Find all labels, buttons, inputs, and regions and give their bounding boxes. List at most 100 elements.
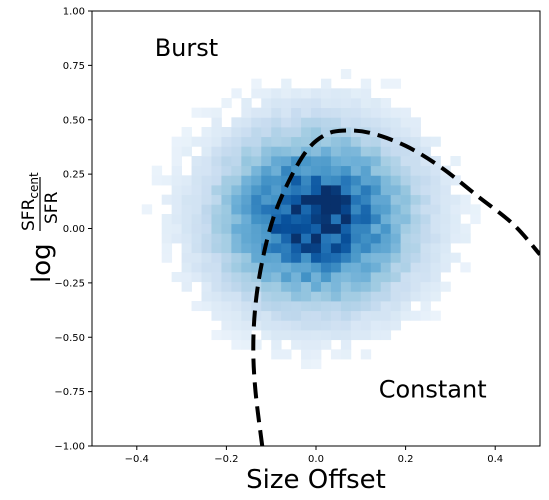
heatmap-cell bbox=[450, 156, 461, 167]
heatmap-cell bbox=[231, 88, 242, 99]
y-axis-ticks: 1.00 0.75 0.50 0.25 0.00 −0.25 −0.50 −0.75 −1.00 bbox=[54, 7, 92, 453]
heatmap-cell bbox=[400, 310, 411, 321]
heatmap-cell bbox=[330, 301, 342, 312]
heatmap-cell bbox=[241, 165, 252, 176]
heatmap-cell bbox=[370, 291, 382, 302]
heatmap-cell bbox=[330, 136, 342, 147]
heatmap-cell bbox=[231, 185, 242, 196]
heatmap-cell bbox=[350, 320, 362, 331]
heatmap-cell bbox=[410, 243, 421, 254]
heatmap-cell bbox=[400, 262, 411, 273]
heatmap-cell bbox=[340, 127, 352, 138]
heatmap-cell bbox=[380, 330, 392, 341]
heatmap-cell bbox=[320, 194, 332, 205]
heatmap-cell bbox=[171, 136, 182, 147]
x-tick-label: 0.0 bbox=[308, 454, 324, 465]
heatmap-cell bbox=[291, 320, 302, 331]
heatmap-cell bbox=[430, 214, 441, 225]
heatmap-cell bbox=[211, 330, 222, 341]
heatmap-cell bbox=[281, 214, 292, 225]
heatmap-cell bbox=[340, 243, 352, 254]
heatmap-cell bbox=[440, 204, 451, 215]
heatmap-cell bbox=[231, 146, 242, 157]
heatmap-cell bbox=[370, 175, 382, 186]
heatmap-cell bbox=[360, 175, 372, 186]
heatmap-cell bbox=[330, 117, 342, 128]
heatmap-cell bbox=[231, 175, 242, 186]
heatmap-cell bbox=[350, 175, 362, 186]
heatmap-cell bbox=[340, 156, 352, 167]
heatmap-cell bbox=[271, 233, 282, 244]
heatmap-cell bbox=[291, 107, 302, 118]
heatmap-cell bbox=[181, 214, 192, 225]
heatmap-cell bbox=[301, 330, 312, 341]
heatmap-cell bbox=[380, 214, 392, 225]
heatmap-cell bbox=[320, 136, 332, 147]
heatmap-cell bbox=[410, 223, 421, 234]
heatmap-cell bbox=[400, 165, 411, 176]
heatmap-cell bbox=[440, 233, 451, 244]
heatmap-cell bbox=[281, 78, 292, 89]
heatmap-cell bbox=[390, 243, 402, 254]
heatmap-cell bbox=[171, 156, 182, 167]
heatmap-cell bbox=[231, 136, 242, 147]
heatmap-cell bbox=[380, 204, 392, 215]
heatmap-cell bbox=[221, 252, 232, 263]
heatmap-cell bbox=[400, 117, 411, 128]
heatmap-cell bbox=[311, 88, 322, 99]
heatmap-cell bbox=[271, 223, 282, 234]
heatmap-cell bbox=[301, 214, 312, 225]
heatmap-cell bbox=[380, 320, 392, 331]
heatmap-cell bbox=[380, 194, 392, 205]
heatmap-cell bbox=[251, 262, 262, 273]
heatmap-cell bbox=[301, 252, 312, 263]
heatmap-cell bbox=[241, 146, 252, 157]
y-tick-label: 0.00 bbox=[63, 224, 85, 235]
heatmap-cell bbox=[400, 185, 411, 196]
heatmap-cell bbox=[301, 127, 312, 138]
heatmap-cell bbox=[141, 204, 153, 215]
heatmap-cell bbox=[301, 272, 312, 283]
heatmap-cell bbox=[271, 136, 282, 147]
heatmap-cell bbox=[320, 88, 332, 99]
heatmap-cell bbox=[251, 185, 262, 196]
y-tick-label: −0.75 bbox=[54, 387, 85, 398]
heatmap-cell bbox=[221, 175, 232, 186]
heatmap-cell bbox=[191, 185, 202, 196]
heatmap-cell bbox=[350, 301, 362, 312]
heatmap-cell bbox=[221, 233, 232, 244]
heatmap-cell bbox=[291, 339, 302, 350]
heatmap-cell bbox=[181, 175, 192, 186]
heatmap-cell bbox=[340, 310, 352, 321]
y-axis-label-numerator: SFRcent bbox=[19, 172, 41, 231]
heatmap-cell bbox=[231, 156, 242, 167]
heatmap-cell bbox=[241, 339, 252, 350]
heatmap-cell bbox=[311, 223, 322, 234]
heatmap-cell bbox=[261, 117, 272, 128]
heatmap-cell bbox=[330, 223, 342, 234]
heatmap-cell bbox=[430, 291, 441, 302]
heatmap-cell bbox=[261, 194, 272, 205]
heatmap-cell bbox=[340, 204, 352, 215]
heatmap-cell bbox=[211, 194, 222, 205]
heatmap-cell bbox=[360, 252, 372, 263]
heatmap-cell bbox=[301, 194, 312, 205]
heatmap-cell bbox=[420, 281, 431, 292]
heatmap-cell bbox=[320, 252, 332, 263]
y-axis-label: log SFRcent SFR bbox=[19, 172, 62, 283]
heatmap-cell bbox=[330, 88, 342, 99]
heatmap-cell bbox=[370, 146, 382, 157]
heatmap-cell bbox=[390, 204, 402, 215]
heatmap-cell bbox=[211, 243, 222, 254]
heatmap-cell bbox=[161, 214, 173, 225]
heatmap-cell bbox=[201, 243, 212, 254]
heatmap-cell bbox=[161, 252, 173, 263]
heatmap-cell bbox=[311, 281, 322, 292]
heatmap-cell bbox=[420, 194, 431, 205]
heatmap-cell bbox=[231, 339, 242, 350]
heatmap-cell bbox=[370, 252, 382, 263]
heatmap-cell bbox=[291, 262, 302, 273]
heatmap-cell bbox=[450, 233, 461, 244]
heatmap-cell bbox=[261, 136, 272, 147]
heatmap-cell bbox=[301, 339, 312, 350]
